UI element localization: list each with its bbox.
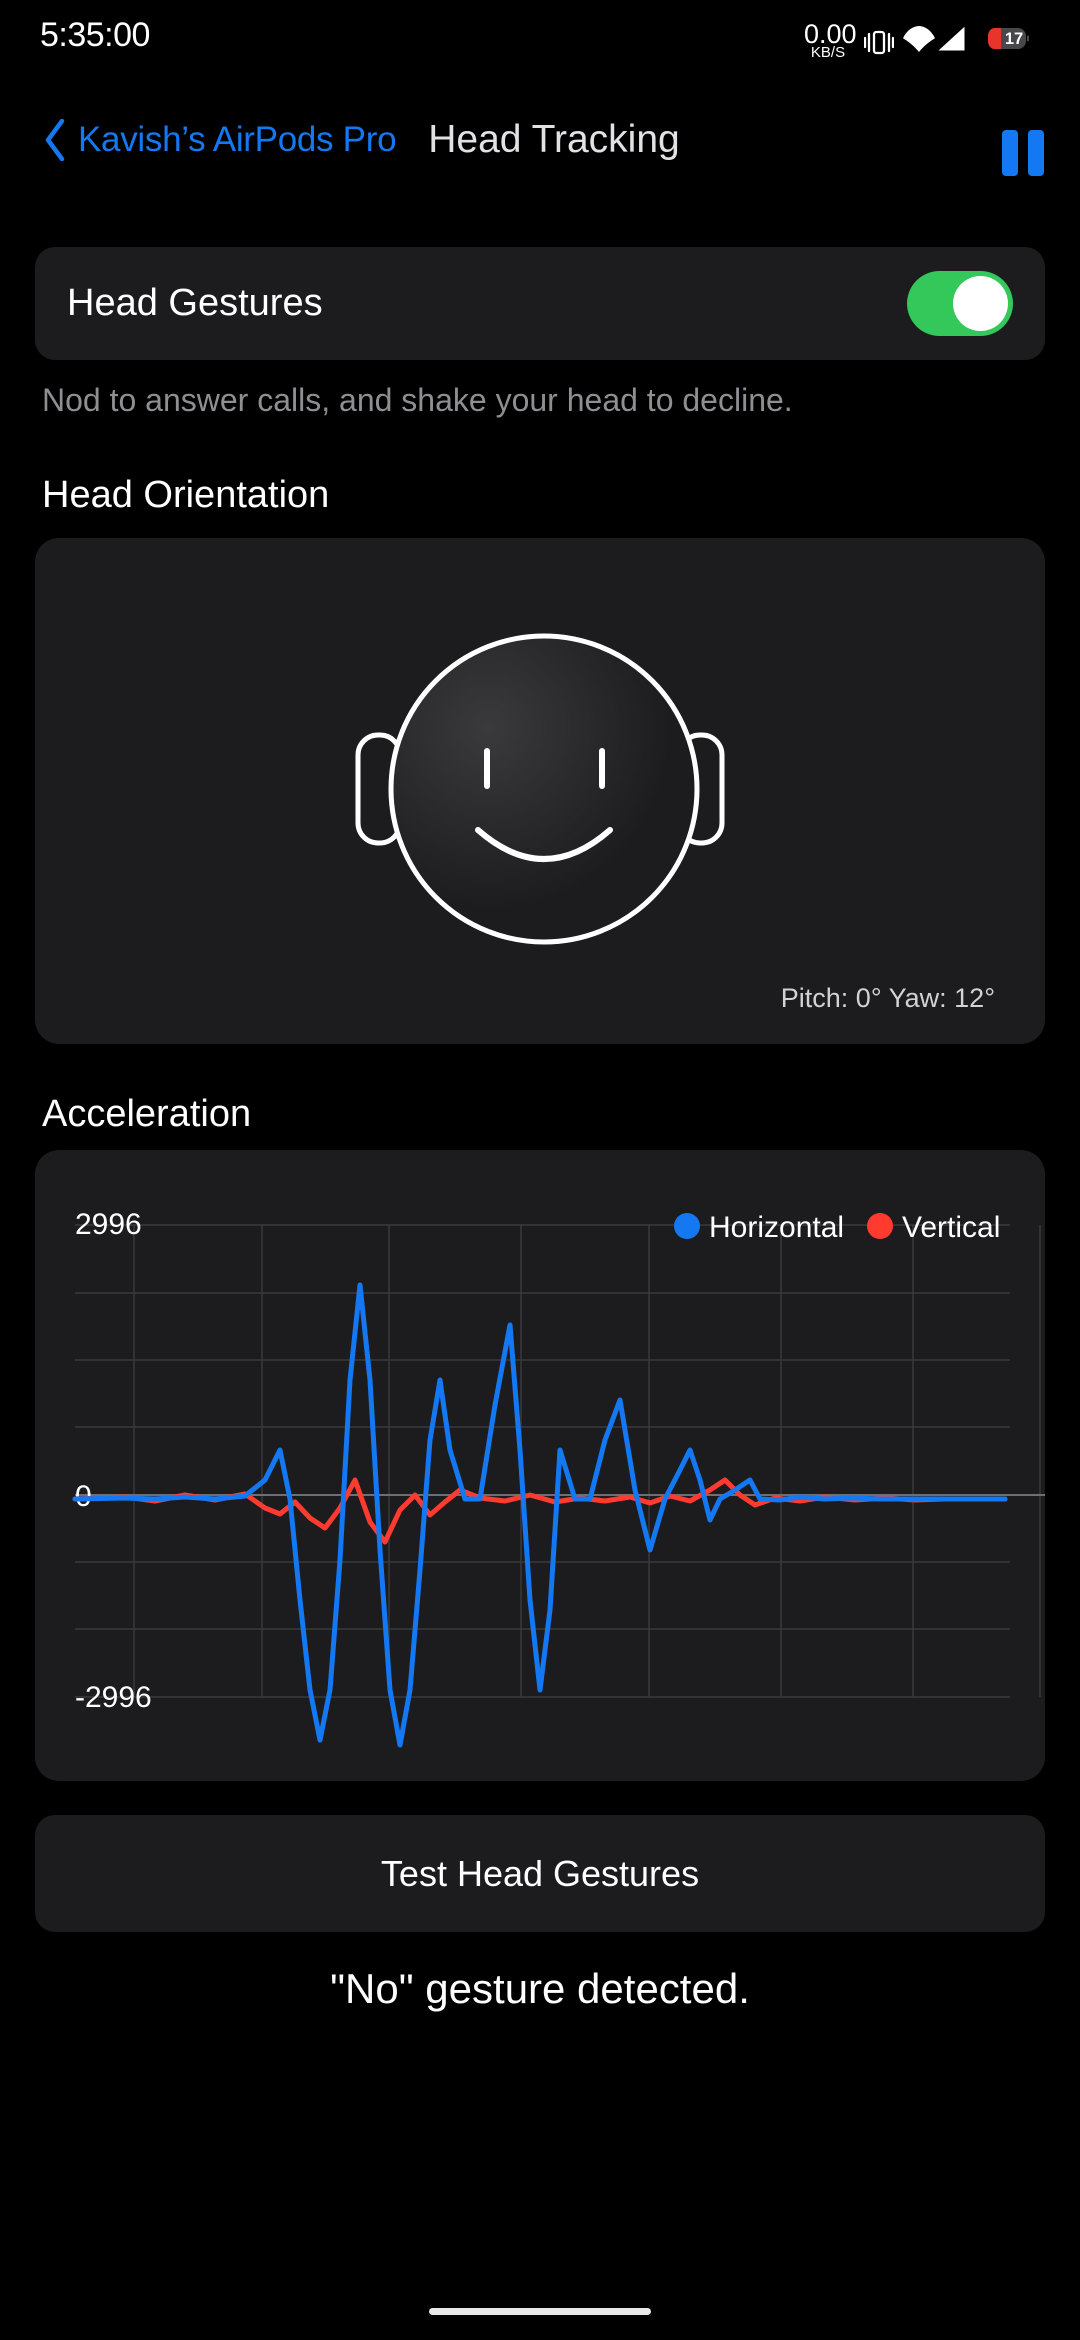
- svg-text:Horizontal: Horizontal: [709, 1211, 844, 1244]
- svg-text:2996: 2996: [75, 1208, 142, 1241]
- svg-text:Vertical: Vertical: [902, 1211, 1000, 1244]
- svg-text:17: 17: [1005, 30, 1023, 48]
- svg-text:-2996: -2996: [75, 1681, 152, 1714]
